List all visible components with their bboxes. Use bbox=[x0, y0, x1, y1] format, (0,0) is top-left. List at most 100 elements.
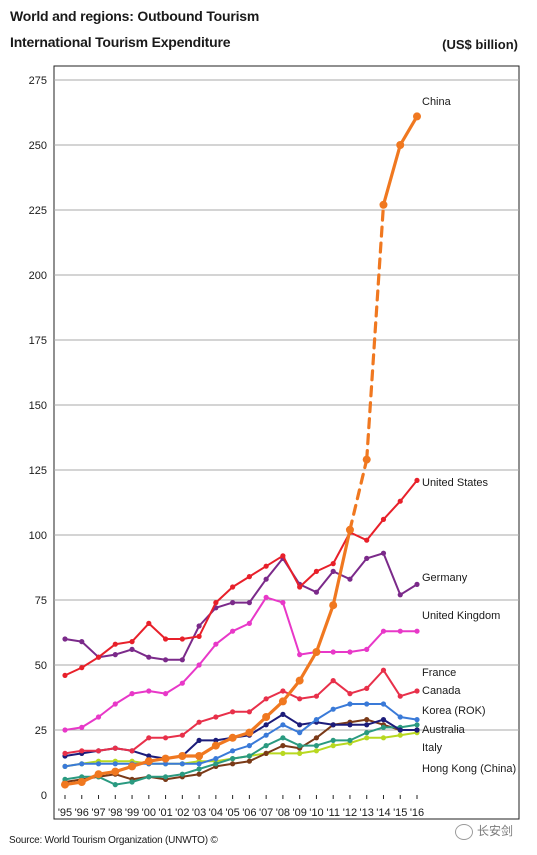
data-point bbox=[146, 753, 152, 759]
data-point bbox=[280, 711, 286, 718]
data-point bbox=[313, 717, 320, 723]
data-point bbox=[380, 628, 387, 634]
series-canada bbox=[62, 701, 420, 770]
y-tick-label: 275 bbox=[29, 75, 47, 87]
series-australia bbox=[62, 722, 420, 788]
line-segment bbox=[315, 562, 335, 573]
data-point bbox=[347, 691, 353, 697]
x-tick-label: '02 bbox=[175, 807, 189, 819]
line-segment bbox=[114, 747, 134, 752]
x-tick-label: '16 bbox=[410, 807, 424, 819]
line-segment bbox=[298, 749, 318, 755]
x-tick-label: '00 bbox=[142, 807, 156, 819]
data-point bbox=[313, 748, 320, 754]
x-tick-label: '12 bbox=[343, 807, 357, 819]
line-segment bbox=[181, 768, 201, 776]
data-point bbox=[79, 724, 85, 731]
x-tick-label: '04 bbox=[209, 807, 223, 819]
line-segment bbox=[64, 775, 83, 781]
data-point bbox=[280, 688, 286, 694]
data-point bbox=[196, 623, 202, 629]
data-point bbox=[364, 701, 370, 707]
data-point bbox=[414, 717, 420, 723]
data-point bbox=[179, 771, 185, 777]
data-point bbox=[313, 735, 320, 741]
data-point bbox=[414, 581, 420, 588]
line-segment bbox=[298, 736, 318, 750]
line-segment bbox=[231, 744, 251, 752]
data-point bbox=[111, 767, 120, 776]
data-point bbox=[62, 776, 68, 783]
data-point bbox=[380, 550, 387, 556]
data-point bbox=[62, 672, 68, 679]
data-point bbox=[330, 743, 336, 749]
x-tick-label: '03 bbox=[192, 807, 206, 819]
data-point bbox=[246, 574, 252, 580]
data-point bbox=[95, 654, 102, 660]
data-point bbox=[162, 691, 169, 697]
line-segment bbox=[248, 734, 268, 747]
data-point bbox=[414, 477, 420, 483]
data-point bbox=[112, 761, 118, 767]
data-point bbox=[230, 761, 236, 767]
line-segment bbox=[131, 648, 150, 659]
y-tick-label: 50 bbox=[35, 660, 47, 672]
line-segment bbox=[398, 114, 419, 147]
x-tick-label: '06 bbox=[242, 807, 256, 819]
line-segment bbox=[198, 716, 217, 724]
data-point bbox=[380, 735, 387, 741]
data-point bbox=[146, 735, 152, 741]
series-label-united-kingdom: United Kingdom bbox=[422, 610, 500, 622]
line-segment bbox=[365, 718, 385, 726]
data-point bbox=[263, 750, 269, 757]
data-point bbox=[297, 584, 303, 590]
line-segment bbox=[348, 736, 368, 744]
line-segment bbox=[198, 762, 217, 770]
line-segment bbox=[281, 690, 301, 700]
data-point bbox=[362, 455, 371, 464]
line-segment bbox=[231, 575, 251, 588]
chart-subtitle: International Tourism Expenditure bbox=[10, 34, 231, 50]
line-segment bbox=[399, 479, 418, 503]
line-segment bbox=[315, 679, 335, 698]
data-point bbox=[196, 633, 202, 640]
line-segment bbox=[147, 622, 167, 640]
line-segment bbox=[97, 643, 117, 659]
line-segment bbox=[248, 565, 268, 578]
data-point bbox=[330, 678, 336, 684]
data-point bbox=[79, 665, 85, 671]
data-point bbox=[112, 745, 118, 751]
data-point bbox=[364, 646, 370, 653]
data-point bbox=[397, 498, 403, 504]
data-point bbox=[146, 620, 152, 627]
data-point bbox=[330, 706, 336, 712]
data-point bbox=[112, 641, 118, 647]
data-point bbox=[213, 737, 219, 744]
x-tick-label: '97 bbox=[91, 807, 105, 819]
data-point bbox=[129, 639, 135, 645]
data-point bbox=[347, 649, 353, 655]
y-tick-label: 75 bbox=[35, 595, 47, 607]
data-point bbox=[161, 754, 170, 763]
series-label-china: China bbox=[422, 96, 452, 108]
data-point bbox=[162, 735, 169, 741]
x-tick-label: '11 bbox=[326, 807, 340, 819]
line-segment bbox=[365, 203, 386, 462]
data-point bbox=[146, 774, 152, 780]
line-segment bbox=[248, 744, 268, 757]
data-point bbox=[330, 561, 336, 567]
data-point bbox=[246, 709, 252, 715]
data-point bbox=[280, 600, 286, 606]
line-segment bbox=[331, 528, 352, 607]
line-segment bbox=[265, 690, 284, 700]
data-point bbox=[62, 636, 68, 642]
data-point bbox=[347, 701, 353, 707]
line-segment bbox=[131, 749, 150, 757]
line-segment bbox=[281, 601, 301, 656]
series-united-kingdom bbox=[62, 594, 420, 733]
line-segment bbox=[231, 622, 251, 633]
line-segment bbox=[399, 690, 418, 698]
line-segment bbox=[348, 731, 368, 742]
data-point bbox=[179, 657, 185, 663]
line-segment bbox=[382, 669, 402, 698]
